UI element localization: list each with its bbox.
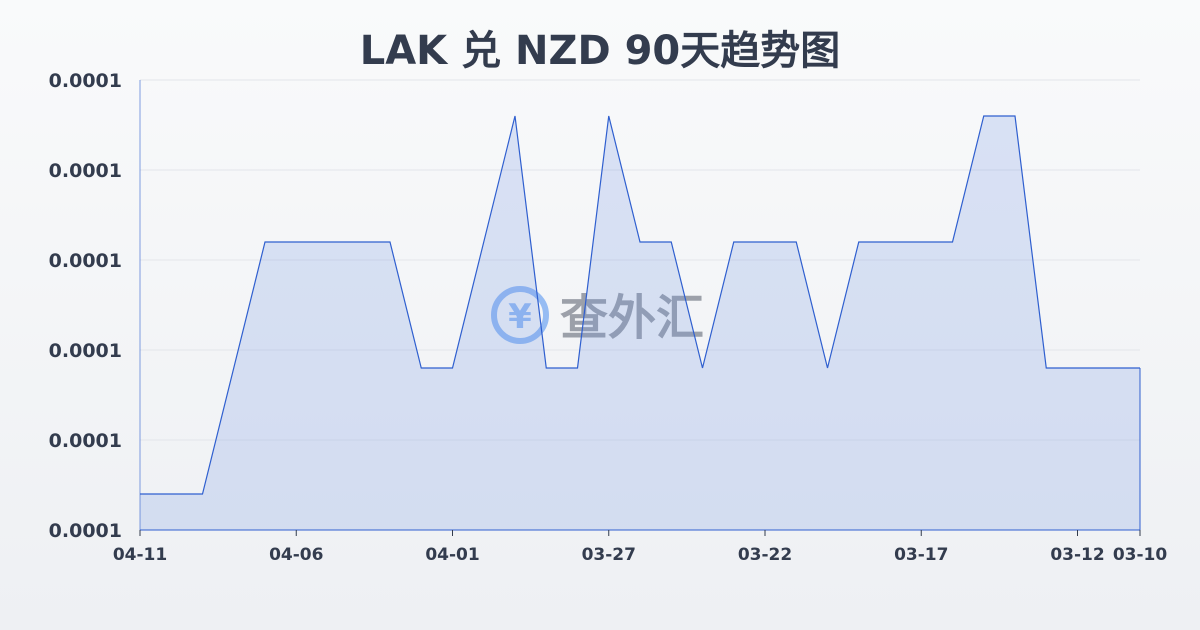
x-tick-label: 03-10	[1113, 545, 1168, 565]
x-tick-label: 03-12	[1050, 545, 1104, 565]
y-tick-label: 0.0001	[49, 340, 122, 362]
x-tick-label: 04-11	[113, 545, 167, 565]
y-tick-label: 0.0001	[49, 160, 122, 182]
yen-symbol: ¥	[508, 297, 532, 337]
y-tick-label: 0.0001	[49, 430, 122, 452]
x-tick-label: 03-22	[738, 545, 792, 565]
series-line	[140, 115, 1140, 495]
x-tick-label: 03-27	[582, 545, 636, 565]
yen-exchange-icon	[491, 286, 549, 344]
x-tick-label: 04-01	[425, 545, 479, 565]
chart-title: LAK 兑 NZD 90天趋势图	[359, 28, 841, 74]
x-tick-label: 03-17	[894, 545, 948, 565]
y-tick-label: 0.0001	[49, 250, 122, 272]
area-fill	[140, 116, 1140, 530]
x-tick-label: 04-06	[269, 545, 323, 565]
y-tick-label: 0.0001	[49, 70, 122, 92]
y-tick-label: 0.0001	[49, 520, 122, 542]
